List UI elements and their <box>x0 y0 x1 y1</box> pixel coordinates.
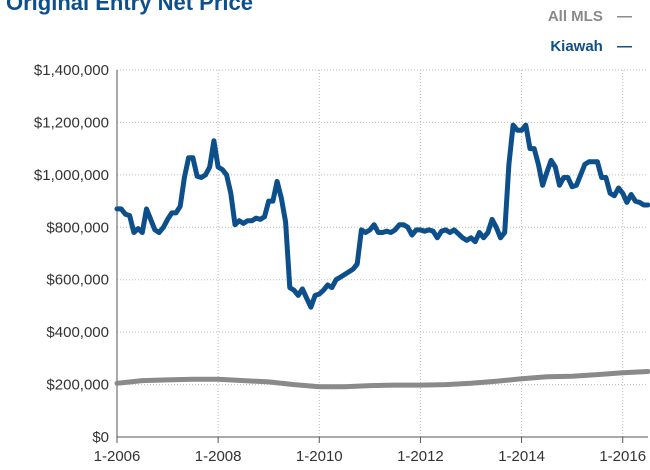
x-tick-label: 1-2012 <box>397 448 444 465</box>
x-tick-label: 1-2010 <box>296 448 343 465</box>
x-tick-label: 1-2006 <box>94 448 141 465</box>
legend-item-all-mls: All MLS — <box>548 8 632 25</box>
x-tick-label: 1-2014 <box>498 448 545 465</box>
y-tick-label: $1,200,000 <box>34 114 109 131</box>
series-line-kiawah <box>114 122 650 310</box>
series-line-all-mls <box>114 369 650 390</box>
x-tick-label: 1-2008 <box>195 448 242 465</box>
y-tick-label: $600,000 <box>46 272 109 289</box>
x-tick-label: 1-2016 <box>599 448 646 465</box>
y-tick-label: $0 <box>92 429 109 446</box>
y-tick-label: $1,400,000 <box>34 62 109 79</box>
y-tick-label: $1,000,000 <box>34 167 109 184</box>
y-tick-label: $800,000 <box>46 219 109 236</box>
y-tick-label: $200,000 <box>46 377 109 394</box>
legend-swatch-all-mls: — <box>617 8 632 25</box>
legend-label-all-mls: All MLS <box>547 8 603 25</box>
legend-swatch-kiawah: — <box>617 38 632 55</box>
legend-item-kiawah: Kiawah — <box>550 38 632 55</box>
y-tick-label: $400,000 <box>46 324 109 341</box>
chart-title: Original Entry Net Price <box>6 0 253 15</box>
legend-label-kiawah: Kiawah <box>550 38 603 55</box>
